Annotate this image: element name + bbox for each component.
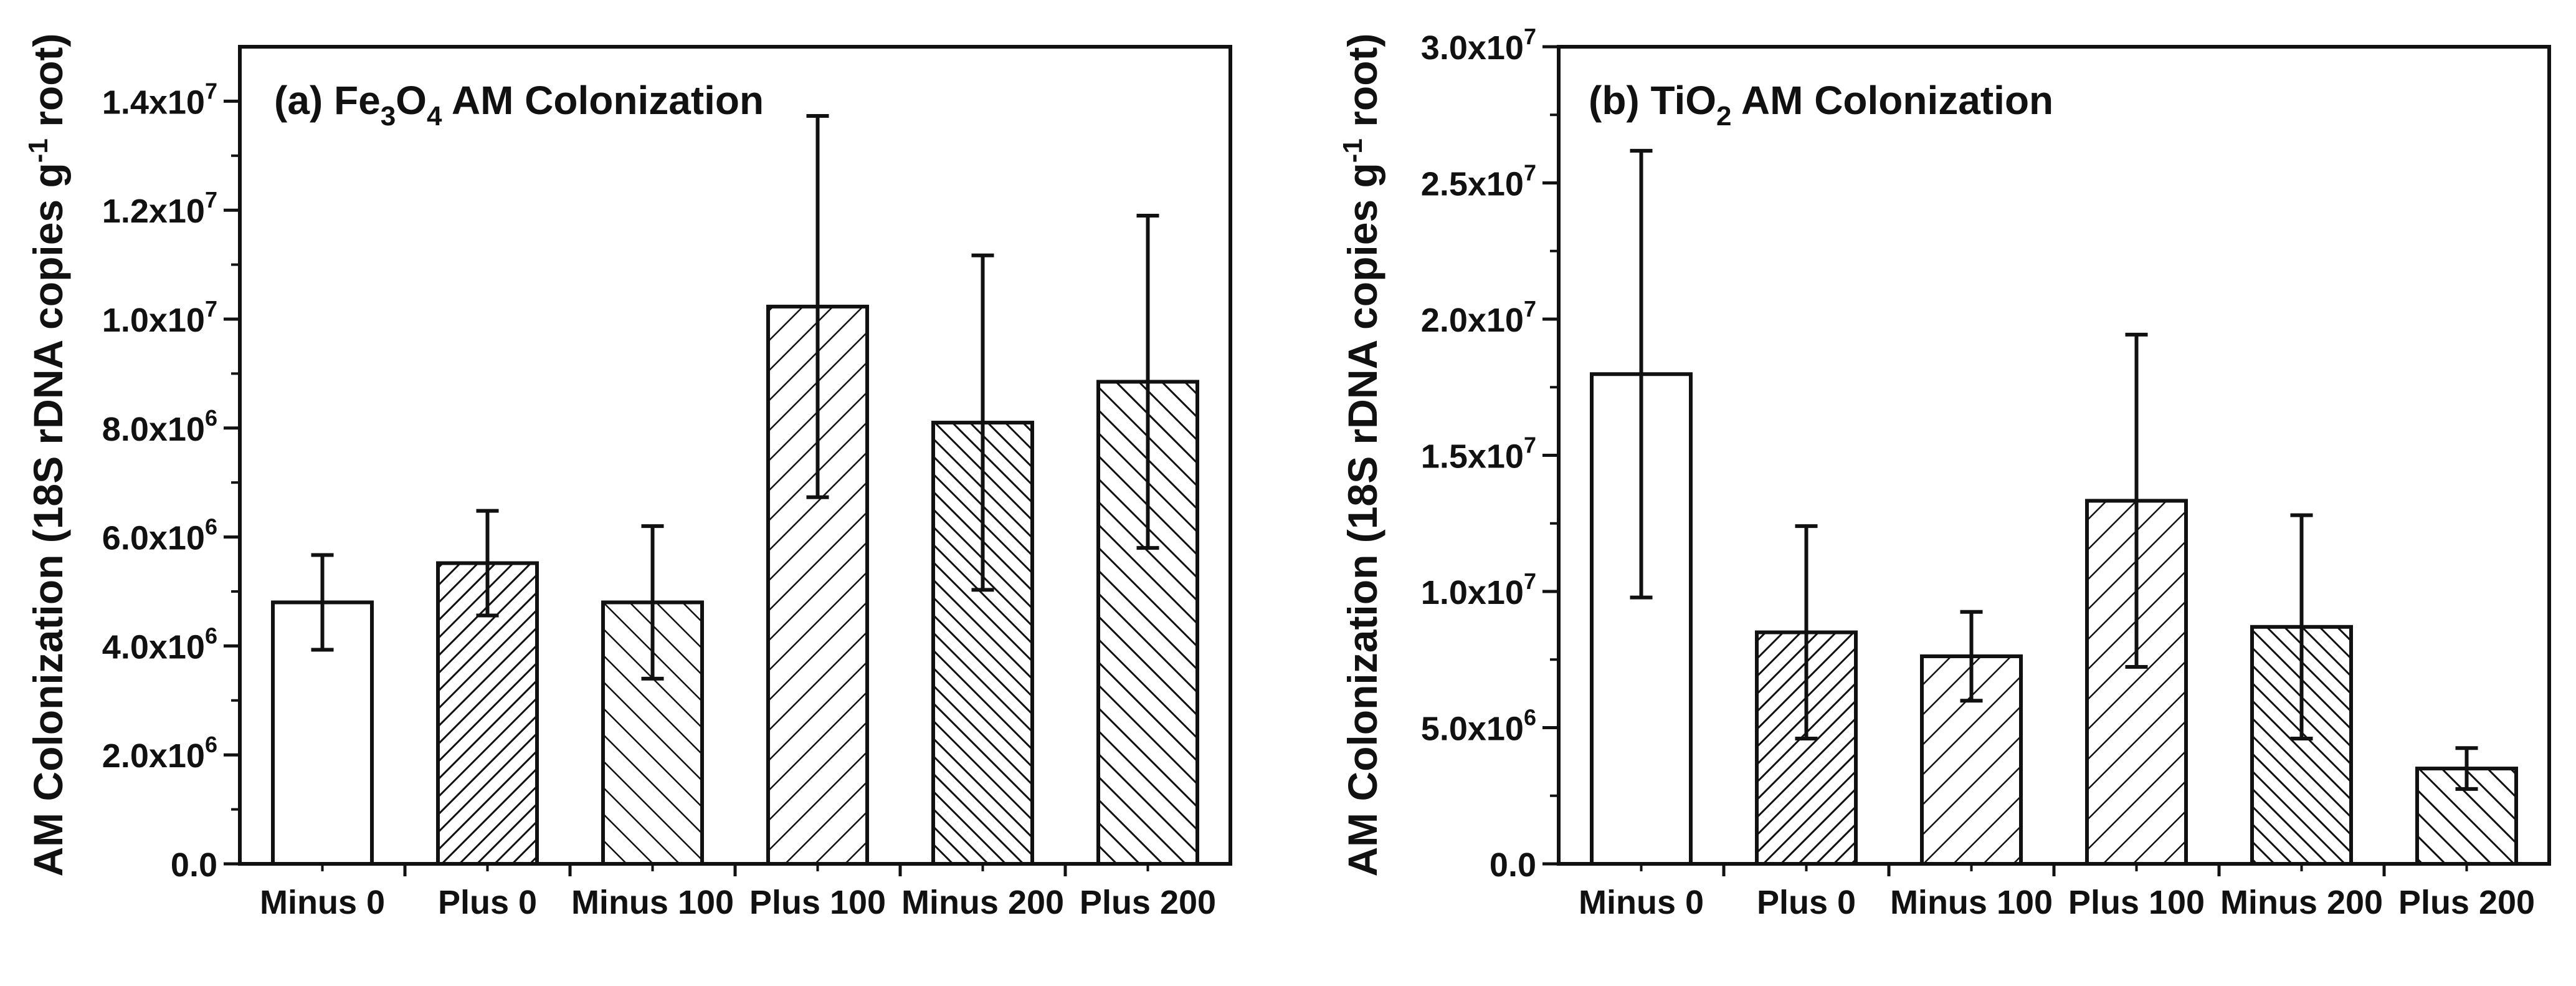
plot-frame — [1557, 45, 2551, 866]
x-tick-label: Minus 100 — [571, 884, 734, 921]
x-tick-label: Plus 100 — [2068, 884, 2205, 921]
chart-panel-a: (a) Fe3O4 AM Colonization AM Colonizatio… — [23, 33, 1232, 921]
x-tick-label: Plus 200 — [1080, 884, 1216, 921]
chart-title: (a) Fe3O4 AM Colonization — [274, 78, 764, 132]
y-tick-label: 0.0 — [171, 846, 217, 884]
y-tick-label: 2.0x106 — [102, 732, 217, 775]
y-tick-label: 2.5x107 — [1421, 160, 1536, 203]
y-tick-label: 1.2x107 — [102, 187, 217, 230]
y-tick-label: 1.4x107 — [102, 78, 217, 121]
y-axis-label: AM Colonization (18S rDNA copies g-1 roo… — [1338, 33, 1385, 876]
chart-panel-b: (b) TiO2 AM Colonization AM Colonization… — [1338, 24, 2551, 921]
bars — [1590, 372, 2518, 866]
x-ticks: Minus 0 Plus 0 Minus 100 Plus 100 Minus 200 P… — [1579, 864, 2535, 921]
x-tick-label: Minus 0 — [260, 884, 385, 921]
y-tick-label: 8.0x106 — [102, 405, 217, 448]
x-tick-label: Minus 0 — [1579, 884, 1704, 921]
chart-title: (b) TiO2 AM Colonization — [1589, 78, 2053, 132]
y-ticks: 0.0 2.0x106 4.0x106 6.0x106 8.0x106 1.0x107 1.… — [102, 78, 240, 884]
x-ticks: Minus 0 Plus 0 Minus 100 Plus 100 Minus 200 P… — [260, 864, 1216, 921]
bar — [2250, 625, 2353, 866]
y-tick-label: 5.0x106 — [1421, 705, 1536, 748]
y-tick-label: 1.0x107 — [1421, 568, 1536, 611]
y-tick-label: 1.0x107 — [102, 296, 217, 339]
x-tick-label: Minus 200 — [2220, 884, 2383, 921]
bars — [271, 304, 1199, 866]
plot-frame — [238, 45, 1232, 866]
y-tick-label: 1.5x107 — [1421, 433, 1536, 476]
y-tick-label: 6.0x106 — [102, 514, 217, 557]
y-tick-label: 4.0x106 — [102, 623, 217, 666]
x-tick-label: Minus 200 — [901, 884, 1064, 921]
y-tick-label: 0.0 — [1490, 846, 1536, 884]
x-tick-label: Plus 100 — [749, 884, 886, 921]
y-axis-label: AM Colonization (18S rDNA copies g-1 roo… — [23, 33, 71, 876]
x-tick-label: Plus 0 — [438, 884, 537, 921]
error-bars — [1630, 148, 2478, 791]
y-ticks: 0.0 5.0x106 1.0x107 1.5x107 2.0x107 2.5x107 3.… — [1421, 24, 1559, 884]
x-tick-label: Plus 200 — [2398, 884, 2535, 921]
x-tick-label: Minus 100 — [1890, 884, 2053, 921]
y-tick-label: 3.0x107 — [1421, 24, 1536, 67]
error-bars — [311, 113, 1159, 681]
x-tick-label: Plus 0 — [1757, 884, 1856, 921]
y-tick-label: 2.0x107 — [1421, 296, 1536, 339]
